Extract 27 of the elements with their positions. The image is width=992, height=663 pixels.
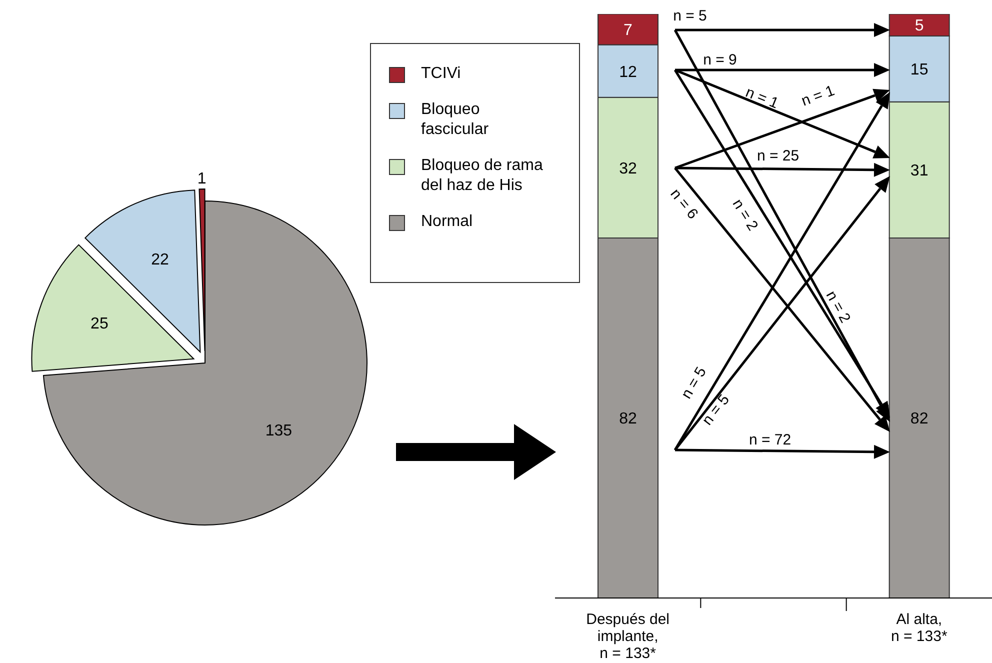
x-tick-label: Al alta, n = 133* — [891, 611, 948, 645]
annotation: n = 1 — [743, 84, 781, 112]
annotation: n = 6 — [666, 186, 702, 222]
legend-label: Bloqueo fascicular — [421, 100, 490, 140]
data-label: 25 — [90, 316, 108, 333]
x-tick-label: Después del implante, n = 133* — [586, 611, 670, 662]
annotation: n = 1 — [799, 82, 837, 110]
annotation: n = 72 — [748, 432, 792, 448]
data-label: 82 — [619, 410, 637, 428]
legend-label: TCIVi — [421, 64, 462, 84]
annotation: n = 25 — [756, 148, 800, 164]
data-label: 1 — [197, 170, 206, 188]
legend-label: Bloqueo de rama del haz de His — [421, 156, 544, 196]
data-label: 31 — [910, 162, 928, 180]
data-label: 22 — [151, 251, 169, 268]
annotation: n = 2 — [822, 288, 854, 326]
annotation: n = 5 — [673, 8, 707, 24]
data-label: 135 — [265, 422, 292, 440]
data-label: 5 — [914, 18, 924, 35]
data-label: 15 — [910, 62, 928, 79]
data-label: 12 — [619, 64, 637, 81]
annotation: n = 9 — [703, 52, 737, 68]
data-label: 82 — [910, 410, 928, 428]
annotation: n = 2 — [728, 196, 762, 234]
legend-label: Normal — [421, 212, 474, 232]
data-label: 32 — [619, 160, 637, 178]
data-label: 7 — [624, 22, 633, 40]
